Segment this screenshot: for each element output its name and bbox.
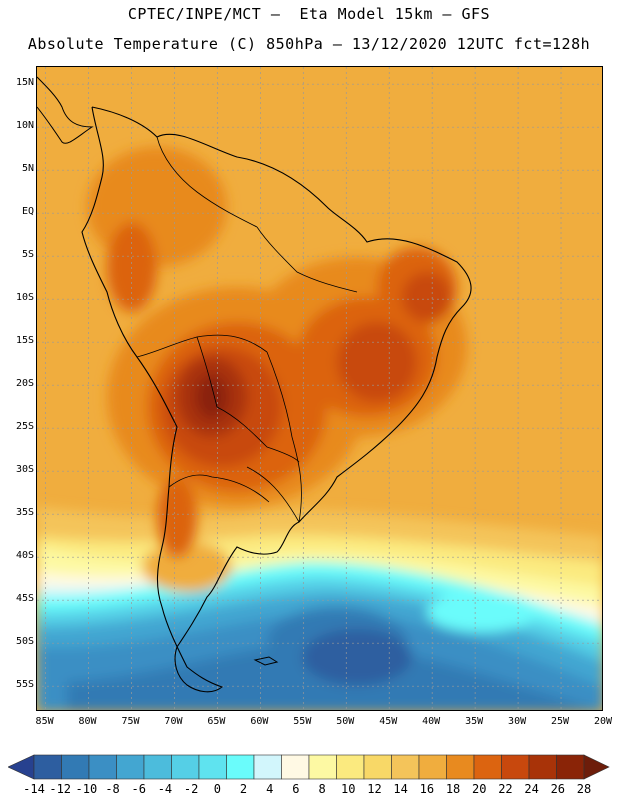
colorbar-swatch xyxy=(33,754,62,780)
colorbar-swatch xyxy=(308,754,337,780)
colorbar-swatch xyxy=(198,754,227,780)
lat-label: 30S xyxy=(15,464,34,476)
colorbar-swatch xyxy=(391,754,420,780)
lat-label: 15S xyxy=(15,335,34,347)
colorbar-swatch xyxy=(501,754,530,780)
lon-label: 35W xyxy=(465,716,484,727)
country-borders xyxy=(136,136,358,523)
colorbar-swatch xyxy=(473,754,502,780)
temperature-map[interactable] xyxy=(36,66,603,711)
central-america-coastline xyxy=(37,76,94,144)
lon-label: 55W xyxy=(293,716,312,727)
colorbar-swatch xyxy=(446,754,475,780)
colorbar-label: 22 xyxy=(498,782,513,796)
lon-label: 80W xyxy=(78,716,97,727)
colorbar-label: 26 xyxy=(550,782,566,796)
lon-label: 85W xyxy=(35,716,54,727)
colorbar-label: 18 xyxy=(445,782,461,796)
lat-label: 45S xyxy=(15,593,34,605)
colorbar-label: 12 xyxy=(367,782,382,796)
lon-label: 65W xyxy=(207,716,226,727)
falklands-outline xyxy=(253,656,279,666)
colorbar-label: 16 xyxy=(419,782,435,796)
colorbar-swatch xyxy=(171,754,200,780)
lon-label: 30W xyxy=(508,716,527,727)
lat-label: 40S xyxy=(15,550,34,562)
map-canvas xyxy=(37,67,602,710)
colorbar-label: 10 xyxy=(341,782,356,796)
colorbar-swatch xyxy=(116,754,145,780)
colorbar-swatch xyxy=(281,754,310,780)
colorbar-swatch xyxy=(418,754,447,780)
colorbar-swatch xyxy=(253,754,282,780)
colorbar-label: -10 xyxy=(75,782,98,796)
colorbar-label: -8 xyxy=(105,782,120,796)
colorbar-swatch xyxy=(528,754,557,780)
colorbar-swatch xyxy=(143,754,172,780)
colorbar-label: 20 xyxy=(472,782,487,796)
lat-label: 50S xyxy=(15,636,34,648)
colorbar-swatch xyxy=(88,754,117,780)
lat-label: 25S xyxy=(15,421,34,433)
lat-label: 10S xyxy=(15,292,34,304)
colorbar-label: -2 xyxy=(183,782,199,796)
lon-label: 25W xyxy=(551,716,570,727)
colorbar-label: 8 xyxy=(318,782,326,796)
lon-label: 50W xyxy=(336,716,355,727)
colorbar-label: 4 xyxy=(266,782,274,796)
colorbar-label: -12 xyxy=(49,782,72,796)
colorbar-label: 28 xyxy=(576,782,592,796)
south-america-coastline xyxy=(81,106,472,693)
colorbar-arrow-high xyxy=(583,754,610,780)
lat-label: 5N xyxy=(21,163,34,175)
colorbar-swatch xyxy=(61,754,90,780)
colorbar-label: 2 xyxy=(239,782,248,796)
lat-label: 20S xyxy=(15,378,34,390)
lon-label: 20W xyxy=(593,716,613,727)
colorbar-swatch xyxy=(363,754,392,780)
colorbar-label: -4 xyxy=(157,782,173,796)
colorbar-swatch xyxy=(226,754,255,780)
colorbar-arrow-low xyxy=(8,754,35,780)
map-subtitle: Absolute Temperature (C) 850hPa – 13/12/… xyxy=(27,35,591,53)
lat-label: 5S xyxy=(21,249,34,261)
map-title: CPTEC/INPE/MCT – Eta Model 15km – GFS xyxy=(127,5,491,23)
colorbar-label: -6 xyxy=(131,782,146,796)
colorbar-label: 6 xyxy=(292,782,300,796)
lon-label: 70W xyxy=(164,716,183,727)
lat-label: 35S xyxy=(15,507,34,519)
lon-label: 75W xyxy=(121,716,140,727)
lon-label: 40W xyxy=(422,716,441,727)
colorbar xyxy=(8,754,610,780)
lat-label: EQ xyxy=(21,206,34,218)
lat-label: 10N xyxy=(15,120,34,132)
colorbar-label: 0 xyxy=(213,782,221,796)
lon-label: 60W xyxy=(250,716,269,727)
colorbar-label: -14 xyxy=(23,782,45,796)
lat-label: 55S xyxy=(15,679,34,691)
colorbar-label: 14 xyxy=(393,782,408,796)
colorbar-swatch xyxy=(336,754,365,780)
colorbar-swatch xyxy=(556,754,585,780)
lat-label: 15N xyxy=(15,77,34,89)
lon-label: 45W xyxy=(379,716,398,727)
colorbar-label: 24 xyxy=(524,782,539,796)
